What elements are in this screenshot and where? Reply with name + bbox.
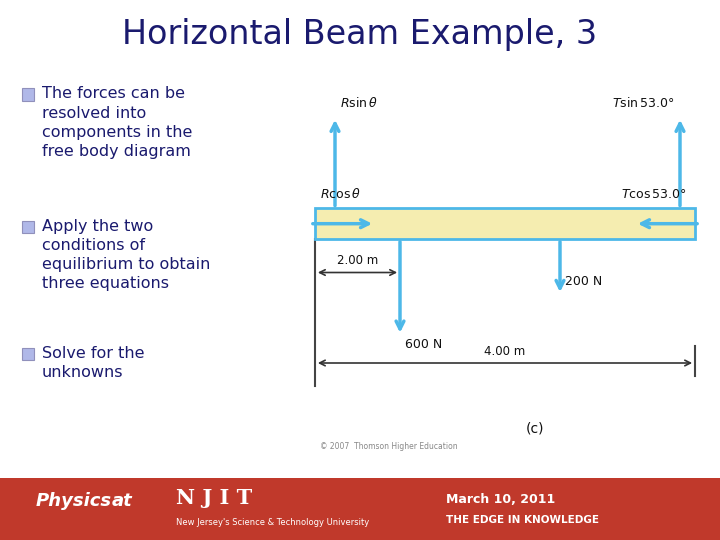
Text: Solve for the
unknowns: Solve for the unknowns	[42, 346, 145, 380]
Text: $R\cos\theta$: $R\cos\theta$	[320, 187, 361, 201]
Text: Physics: Physics	[36, 492, 112, 510]
Text: THE EDGE IN KNOWLEDGE: THE EDGE IN KNOWLEDGE	[446, 515, 599, 525]
Text: $T\sin 53.0°$: $T\sin 53.0°$	[613, 96, 675, 110]
Text: Horizontal Beam Example, 3: Horizontal Beam Example, 3	[122, 18, 598, 51]
Text: N J I T: N J I T	[176, 488, 253, 508]
Text: 600 N: 600 N	[405, 338, 442, 350]
Text: March 10, 2011: March 10, 2011	[446, 492, 556, 506]
Text: © 2007  Thomson Higher Education: © 2007 Thomson Higher Education	[320, 442, 458, 451]
Text: The forces can be
resolved into
components in the
free body diagram: The forces can be resolved into componen…	[42, 86, 192, 159]
Circle shape	[669, 500, 699, 521]
Polygon shape	[22, 348, 34, 360]
Polygon shape	[22, 221, 34, 233]
Text: 200 N: 200 N	[565, 274, 602, 287]
Text: Apply the two
conditions of
equilibrium to obtain
three equations: Apply the two conditions of equilibrium …	[42, 219, 210, 291]
Polygon shape	[22, 89, 34, 100]
Text: (c): (c)	[526, 422, 544, 436]
Text: at: at	[112, 492, 132, 510]
Text: New Jersey's Science & Technology University: New Jersey's Science & Technology Univer…	[176, 518, 369, 527]
Text: $R\sin\theta$: $R\sin\theta$	[340, 96, 378, 110]
Text: 2.00 m: 2.00 m	[337, 254, 378, 267]
Bar	[315, 208, 695, 239]
Text: $T\cos 53.0°$: $T\cos 53.0°$	[621, 188, 687, 201]
Text: 4.00 m: 4.00 m	[485, 345, 526, 358]
